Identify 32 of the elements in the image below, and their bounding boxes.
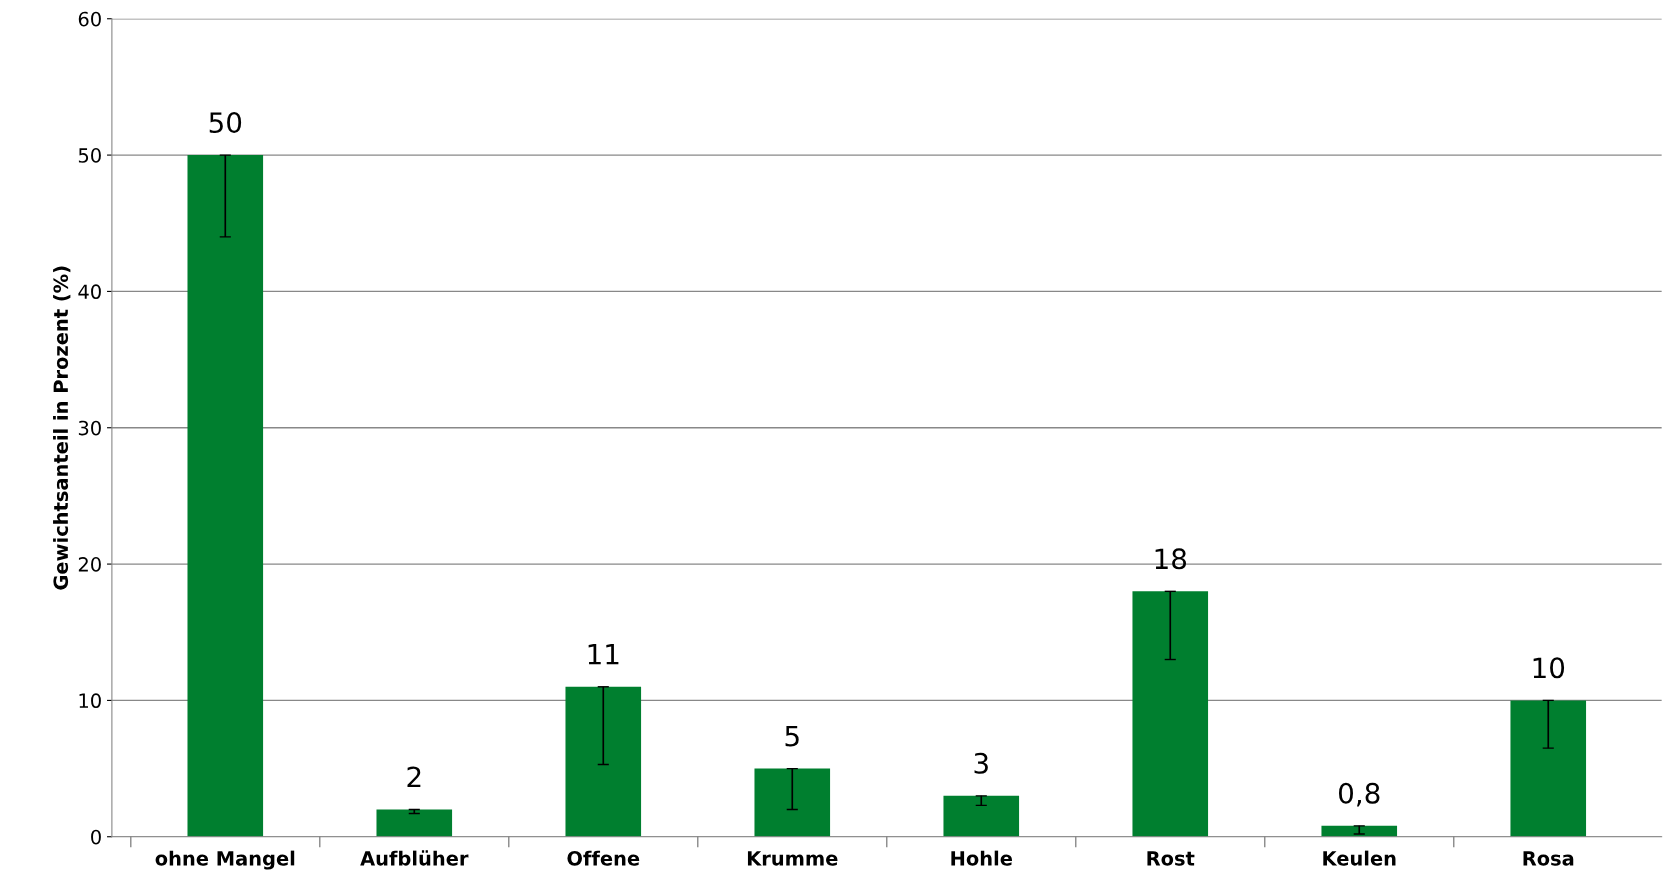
y-tick-label: 0 <box>91 829 101 845</box>
x-tick-label: Krumme <box>747 851 838 866</box>
x-tick-label: Rosa <box>1523 851 1574 866</box>
data-label: 0,8 <box>1339 782 1380 807</box>
y-tick-label: 30 <box>78 420 101 436</box>
y-tick-label: 10 <box>79 693 101 709</box>
y-tick-label: 20 <box>78 557 101 572</box>
bar <box>187 155 264 837</box>
bar <box>1132 591 1209 837</box>
y-tick-label: 40 <box>78 284 101 300</box>
data-label: 5 <box>785 725 799 747</box>
data-label: 10 <box>1533 657 1565 679</box>
y-tick-label: 60 <box>78 11 101 27</box>
bar <box>376 809 453 837</box>
bar <box>943 795 1020 837</box>
bar <box>1321 825 1398 837</box>
x-tick-label: ohne Mangel <box>155 850 295 870</box>
data-label: 18 <box>1155 548 1187 570</box>
data-label: 50 <box>209 112 242 134</box>
x-tick-label: Rost <box>1147 851 1195 866</box>
data-label: 3 <box>974 752 988 774</box>
y-tick-label: 50 <box>78 148 101 163</box>
data-label: 11 <box>588 644 619 665</box>
data-label: 2 <box>407 766 421 788</box>
bar <box>565 686 642 837</box>
y-axis-title: Gewichtsanteil in Prozent (%) <box>53 266 71 590</box>
x-tick-label: Offene <box>567 850 640 866</box>
x-tick-label: Hohle <box>951 850 1012 866</box>
bar <box>1510 700 1587 837</box>
bar <box>754 768 831 837</box>
x-tick-label: Aufblüher <box>360 850 469 866</box>
x-tick-label: Keulen <box>1323 850 1396 866</box>
